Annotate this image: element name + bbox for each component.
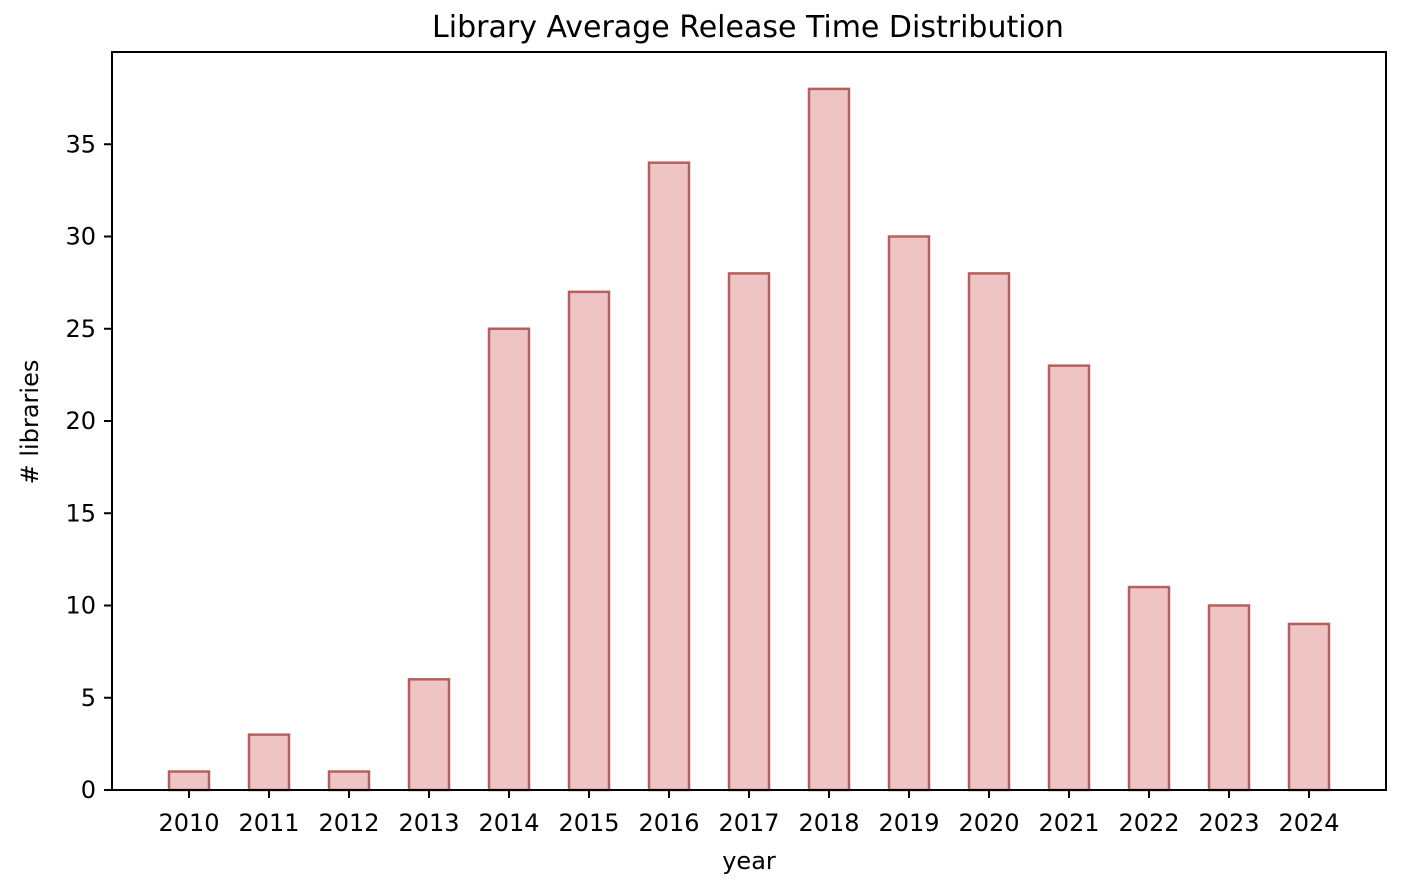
bar-2016 — [647, 161, 691, 792]
bar-2017 — [727, 272, 771, 792]
x-tick-label: 2024 — [1278, 809, 1339, 837]
y-axis-label: # libraries — [16, 360, 44, 485]
bar-2010 — [167, 770, 211, 792]
bar-2019 — [887, 235, 931, 792]
bar-2022 — [1127, 585, 1171, 792]
x-tick-label: 2023 — [1198, 809, 1259, 837]
bars — [167, 87, 1331, 792]
y-tick-label: 0 — [81, 776, 96, 804]
bar-2018 — [807, 87, 851, 792]
y-tick-label: 10 — [65, 592, 96, 620]
x-tick-label: 2016 — [638, 809, 699, 837]
x-tick-label: 2019 — [878, 809, 939, 837]
bar-2013 — [407, 678, 451, 792]
bar-2024 — [1287, 622, 1331, 792]
x-tick-label: 2010 — [158, 809, 219, 837]
y-tick-label: 25 — [65, 315, 96, 343]
x-axis-ticks: 2010 2011 2012 2013 2014 2015 2016 2017 2018 2019… — [158, 790, 1340, 837]
y-tick-label: 20 — [65, 407, 96, 435]
bar-2012 — [327, 770, 371, 792]
x-tick-label: 2022 — [1118, 809, 1179, 837]
chart-title: Library Average Release Time Distributio… — [432, 10, 1064, 45]
x-tick-label: 2017 — [718, 809, 779, 837]
y-axis-ticks: 0 5 10 15 20 25 30 35 — [65, 130, 112, 804]
x-tick-label: 2012 — [318, 809, 379, 837]
x-tick-label: 2021 — [1038, 809, 1099, 837]
x-tick-label: 2013 — [398, 809, 459, 837]
bar-2011 — [247, 733, 291, 792]
bar-2020 — [967, 272, 1011, 792]
x-tick-label: 2018 — [798, 809, 859, 837]
x-axis-label: year — [722, 847, 776, 875]
x-tick-label: 2011 — [238, 809, 299, 837]
x-tick-label: 2020 — [958, 809, 1019, 837]
x-tick-label: 2014 — [478, 809, 539, 837]
bar-2023 — [1207, 604, 1251, 792]
y-tick-label: 30 — [65, 223, 96, 251]
y-tick-label: 5 — [81, 684, 96, 712]
y-tick-label: 35 — [65, 130, 96, 158]
y-tick-label: 15 — [65, 499, 96, 527]
x-tick-label: 2015 — [558, 809, 619, 837]
bar-2014 — [487, 327, 531, 792]
bar-2021 — [1047, 364, 1091, 792]
bar-2015 — [567, 290, 611, 792]
